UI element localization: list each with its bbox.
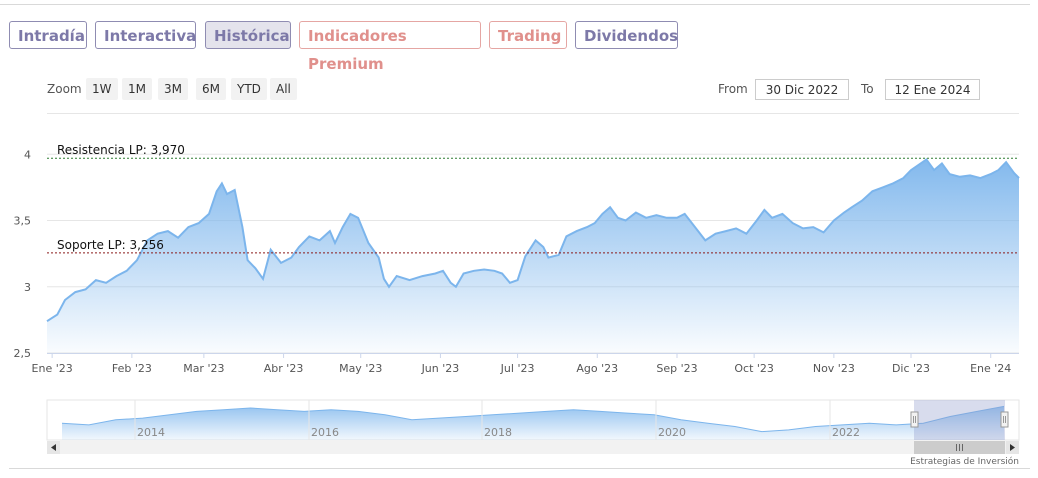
zoom-all-button[interactable]: All bbox=[270, 78, 297, 100]
navigator-line bbox=[61, 405, 1005, 433]
tab-trading[interactable]: Trading bbox=[489, 21, 567, 49]
x-tick-label: Mar '23 bbox=[183, 362, 224, 375]
tab-historica[interactable]: Histórica bbox=[205, 21, 291, 49]
x-tick-label: Ago '23 bbox=[576, 362, 618, 375]
y-tick-label: 2,5 bbox=[14, 347, 32, 360]
tab-interactiva[interactable]: Interactiva bbox=[95, 21, 196, 49]
x-tick-label: Abr '23 bbox=[264, 362, 304, 375]
top-divider bbox=[0, 4, 1030, 5]
tab-indicadores-premium[interactable]: Indicadores Premium bbox=[299, 21, 481, 73]
x-tick-label: Feb '23 bbox=[112, 362, 152, 375]
x-tick-label: Dic '23 bbox=[892, 362, 930, 375]
y-tick-label: 3,5 bbox=[14, 215, 32, 228]
price-chart[interactable]: Resistencia LP: 3,970 Soporte LP: 3,256 4… bbox=[0, 0, 1038, 400]
range-from-input[interactable]: 30 Dic 2022 bbox=[755, 79, 849, 100]
navigator-year-label: 2016 bbox=[311, 426, 339, 439]
zoom-6m-button[interactable]: 6M bbox=[196, 78, 226, 100]
arrow-right-icon bbox=[1010, 444, 1015, 451]
navigator[interactable]: 2014 2016 2018 2020 2022 Estrategias de Inve… bbox=[0, 398, 1038, 466]
y-tick-label: 3 bbox=[24, 281, 31, 294]
x-tick-label: Ene '24 bbox=[970, 362, 1011, 375]
navigator-year-label: 2020 bbox=[658, 426, 686, 439]
price-area bbox=[47, 159, 1019, 353]
navigator-left-handle[interactable] bbox=[910, 411, 919, 428]
navigator-year-label: 2018 bbox=[484, 426, 512, 439]
x-tick-label: Oct '23 bbox=[734, 362, 774, 375]
y-tick-label: 4 bbox=[24, 148, 31, 161]
price-line[interactable] bbox=[46, 158, 1020, 323]
scrollbar-grip-icon bbox=[956, 444, 963, 451]
chart-credit: Estrategias de Inversión bbox=[910, 456, 1019, 466]
x-tick-label: Jun '23 bbox=[421, 362, 460, 375]
range-from-label: From bbox=[718, 82, 748, 96]
scrollbar-track[interactable] bbox=[47, 441, 1019, 454]
x-tick-label: Jul '23 bbox=[500, 362, 535, 375]
range-to-label: To bbox=[861, 82, 874, 96]
navigator-selection[interactable] bbox=[914, 400, 1005, 440]
x-tick-label: Sep '23 bbox=[656, 362, 697, 375]
tab-intradia[interactable]: Intradía bbox=[9, 21, 87, 49]
zoom-label: Zoom bbox=[47, 82, 82, 96]
navigator-year-label: 2022 bbox=[832, 426, 860, 439]
bottom-divider bbox=[9, 468, 1030, 469]
navigator-right-handle[interactable] bbox=[1000, 411, 1009, 428]
resistance-label: Resistencia LP: 3,970 bbox=[57, 143, 185, 157]
x-tick-label: May '23 bbox=[339, 362, 382, 375]
x-tick-label: Ene '23 bbox=[32, 362, 73, 375]
x-tick-label: Nov '23 bbox=[813, 362, 855, 375]
toolbar-divider bbox=[47, 113, 1019, 114]
arrow-left-icon bbox=[51, 444, 56, 451]
zoom-1w-button[interactable]: 1W bbox=[86, 78, 118, 100]
zoom-3m-button[interactable]: 3M bbox=[158, 78, 188, 100]
zoom-ytd-button[interactable]: YTD bbox=[231, 78, 267, 100]
tab-dividendos[interactable]: Dividendos bbox=[575, 21, 678, 49]
support-label: Soporte LP: 3,256 bbox=[57, 238, 164, 252]
navigator-year-label: 2014 bbox=[137, 426, 165, 439]
zoom-1m-button[interactable]: 1M bbox=[122, 78, 152, 100]
range-to-input[interactable]: 12 Ene 2024 bbox=[885, 79, 980, 100]
